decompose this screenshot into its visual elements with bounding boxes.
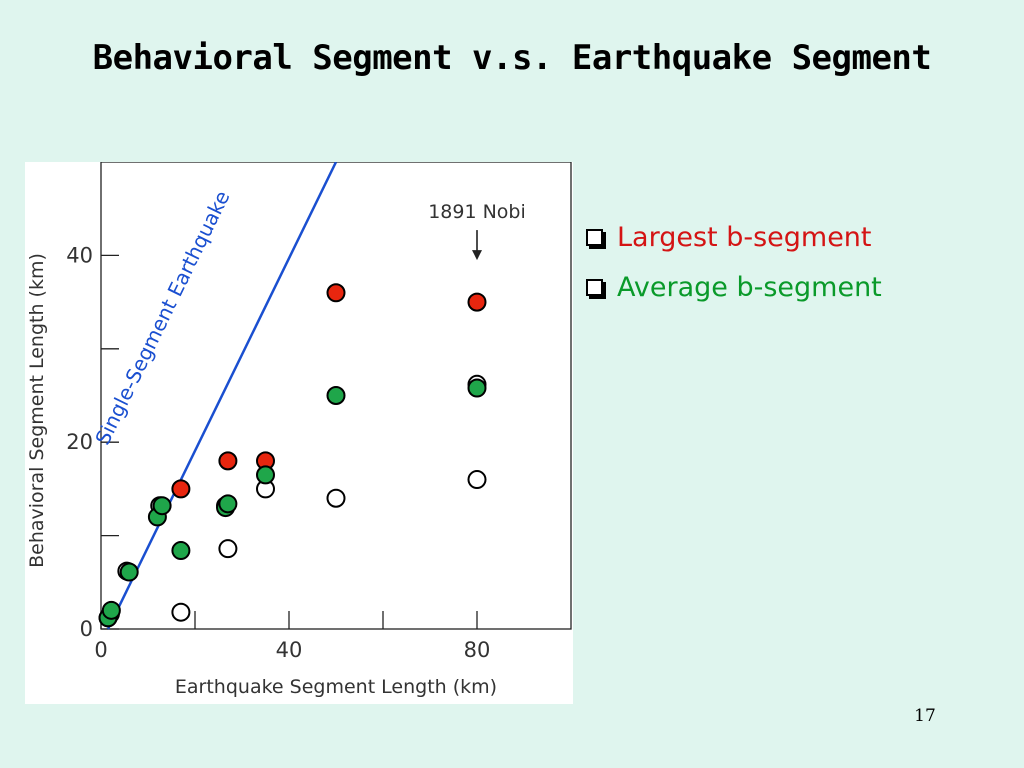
average-b-segment-point [467,378,487,398]
y-axis-label: Behavioral Segment Length (km) [26,253,48,568]
average-b-segment-point [101,600,121,620]
earthquake-point [326,488,346,508]
bullet-label-largest: Largest b-segment [617,221,872,253]
x-tick-label: 80 [464,638,491,662]
single-segment-reference-line [106,162,338,630]
average-b-segment-point [218,494,238,514]
slide-title: Behavioral Segment v.s. Earthquake Segme… [92,38,932,78]
scatter-chart-svg: 0 40 80 0 20 40 Earthquake Segment Length (km)… [26,162,572,698]
largest-b-segment-point [218,451,238,471]
bullet-list: Largest b-segment Average b-segment [582,212,882,312]
bullet-average-b-segment: Average b-segment [582,262,882,312]
average-b-segment-point [171,541,191,561]
largest-b-segment-point [326,283,346,303]
scatter-chart: 0 40 80 0 20 40 Earthquake Segment Length (km)… [25,162,573,704]
y-tick-label: 20 [66,430,93,454]
checkbox-bullet-icon [586,278,603,296]
checkbox-bullet-icon [586,228,603,246]
bullet-largest-b-segment: Largest b-segment [582,212,882,262]
y-tick-label: 0 [80,617,93,641]
reference-line-label: Single-Segment Earthquake [90,187,234,449]
x-axis-label: Earthquake Segment Length (km) [175,676,497,698]
y-tick-label: 40 [66,243,93,267]
earthquake-point [171,602,191,622]
plot-frame [100,162,572,630]
largest-b-segment-point [171,479,191,499]
average-b-segment-point [326,386,346,405]
earthquake-point [467,470,487,490]
nobi-arrowhead-icon [472,250,482,261]
nobi-annotation-label: 1891 Nobi [428,201,526,223]
x-tick-label: 40 [276,638,303,662]
x-tick-label: 0 [94,638,107,662]
average-b-segment-point [119,562,139,582]
average-b-segment-point [152,496,172,516]
earthquake-point [218,539,238,559]
largest-b-segment-point [467,292,487,312]
average-b-segment-point [256,465,275,485]
bullet-label-average: Average b-segment [617,271,882,303]
page-number: 17 [914,706,936,726]
